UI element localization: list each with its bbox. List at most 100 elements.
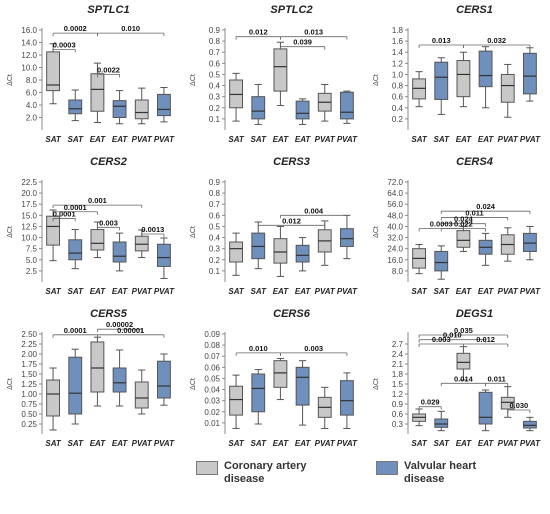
y-tick-label: 0.04 [204, 386, 220, 395]
y-tick-label: 1.4 [392, 48, 404, 57]
x-category-label: EAT [273, 287, 290, 296]
x-category-label: PVAT [520, 287, 541, 296]
x-category-label: EAT [456, 287, 473, 296]
y-tick-label: 2.1 [392, 360, 404, 369]
x-category-label: PVAT [132, 135, 153, 144]
y-tick-label: 0.75 [21, 400, 37, 409]
box-eat-coronary [273, 238, 288, 264]
x-category-label: SAT [228, 287, 245, 296]
y-tick-label: 0.25 [21, 420, 37, 429]
y-tick-label: 0.4 [209, 234, 221, 243]
x-category-label: SAT [45, 439, 62, 448]
significance-label: 0.003 [432, 335, 451, 344]
y-axis-label: ΔCt [7, 378, 14, 390]
x-category-label: EAT [90, 135, 107, 144]
y-tick-label: 2.25 [21, 340, 37, 349]
x-category-label: EAT [112, 135, 129, 144]
chart-panel-4: CERS2 2.5 5.0 7.5 10.0 12.5 15.0 17.5 20.0 22.5 ΔC… [7, 156, 175, 296]
box-pvat-valvular [522, 52, 537, 95]
y-tick-label: 0.3 [209, 245, 221, 254]
x-category-label: SAT [228, 135, 245, 144]
y-axis-label: ΔCt [373, 226, 380, 238]
x-category-label: PVAT [337, 135, 358, 144]
y-tick-label: 6.0 [26, 89, 38, 98]
significance-label: 0.0022 [97, 65, 120, 74]
significance-label: 0.011 [465, 208, 483, 217]
box-pvat-valvular [522, 232, 537, 252]
y-tick-label: 8.0 [26, 76, 38, 85]
x-category-label: SAT [411, 287, 428, 296]
box-pvat-valvular [339, 380, 354, 416]
y-tick-label: 0.9 [209, 26, 221, 35]
significance-label: 0.0001 [53, 209, 76, 218]
y-tick-label: 2.7 [392, 340, 404, 349]
box-pvat-coronary [134, 235, 149, 252]
y-tick-label: 1.8 [392, 370, 404, 379]
x-category-label: EAT [112, 439, 129, 448]
y-tick-label: 12.0 [21, 51, 37, 60]
significance-label: 0.012 [249, 28, 268, 37]
y-tick-label: 0.50 [21, 410, 37, 419]
y-tick-label: 7.5 [26, 245, 38, 254]
y-tick-label: 24.0 [387, 245, 403, 254]
significance-label: 0.004 [304, 206, 324, 215]
x-category-label: PVAT [315, 439, 336, 448]
significance-label: 0.00002 [106, 320, 133, 329]
y-tick-label: 0.6 [209, 211, 221, 220]
y-axis-label: ΔCt [190, 378, 197, 390]
significance-label: 0.0001 [64, 203, 87, 212]
y-tick-label: 5.0 [26, 256, 38, 265]
significance-label: 0.014 [454, 374, 474, 383]
box-pvat-coronary [500, 73, 515, 103]
x-category-label: EAT [456, 135, 473, 144]
box-sat-coronary [46, 379, 61, 417]
box-sat-valvular [68, 356, 83, 415]
y-tick-label: 1.8 [392, 26, 404, 35]
x-category-label: EAT [295, 439, 312, 448]
significance-label: 0.013 [432, 36, 451, 45]
box-pvat-valvular [156, 243, 171, 267]
box-sat-valvular [434, 61, 449, 100]
y-tick-label: 0.08 [204, 341, 220, 350]
legend-item-coronary: Coronary artery disease [196, 460, 339, 486]
y-axis-label: ΔCt [373, 378, 380, 390]
significance-label: 0.0003 [430, 220, 453, 229]
box-pvat-valvular [156, 360, 171, 399]
significance-label: 0.024 [476, 202, 496, 211]
box-pvat-valvular [339, 91, 354, 120]
x-category-label: SAT [411, 135, 428, 144]
y-tick-label: 0.2 [209, 104, 221, 113]
box-eat-valvular [478, 391, 493, 425]
y-tick-label: 1.75 [21, 360, 37, 369]
y-tick-label: 0.8 [209, 37, 221, 46]
y-tick-label: 0.1 [209, 115, 221, 124]
legend-item-valvular: Valvular heart disease [376, 460, 519, 486]
y-tick-label: 0.8 [209, 189, 221, 198]
x-category-label: SAT [434, 439, 451, 448]
y-tick-label: 10.0 [21, 64, 37, 73]
box-sat-valvular [434, 250, 449, 272]
y-tick-label: 10.0 [21, 234, 37, 243]
x-category-label: SAT [251, 439, 268, 448]
significance-label: 0.0002 [64, 24, 87, 33]
chart-panel-3: CERS1 0.2 0.4 0.6 0.8 1.0 1.2 1.4 1.6 1.8 ΔCt SAT SA… [373, 4, 541, 144]
x-category-label: PVAT [315, 135, 336, 144]
x-category-label: PVAT [337, 439, 358, 448]
significance-label: 0.012 [476, 335, 495, 344]
significance-label: 0.001 [88, 196, 107, 205]
y-tick-label: 0.02 [204, 408, 220, 417]
y-tick-label: 0.9 [392, 400, 404, 409]
y-axis-label: ΔCt [7, 74, 14, 86]
y-tick-label: 0.3 [209, 93, 221, 102]
y-axis-label: ΔCt [190, 226, 197, 238]
y-tick-label: 0.4 [392, 104, 404, 113]
x-category-label: PVAT [132, 439, 153, 448]
y-axis-label: ΔCt [190, 74, 197, 86]
chart-panel-7: CERS5 0.250.500.751.001.251.501.752.002.2… [7, 308, 175, 448]
x-category-label: SAT [45, 287, 62, 296]
x-category-label: EAT [478, 287, 495, 296]
x-category-label: EAT [90, 287, 107, 296]
x-category-label: SAT [434, 135, 451, 144]
box-sat-valvular [434, 418, 449, 428]
box-eat-valvular [478, 50, 493, 88]
